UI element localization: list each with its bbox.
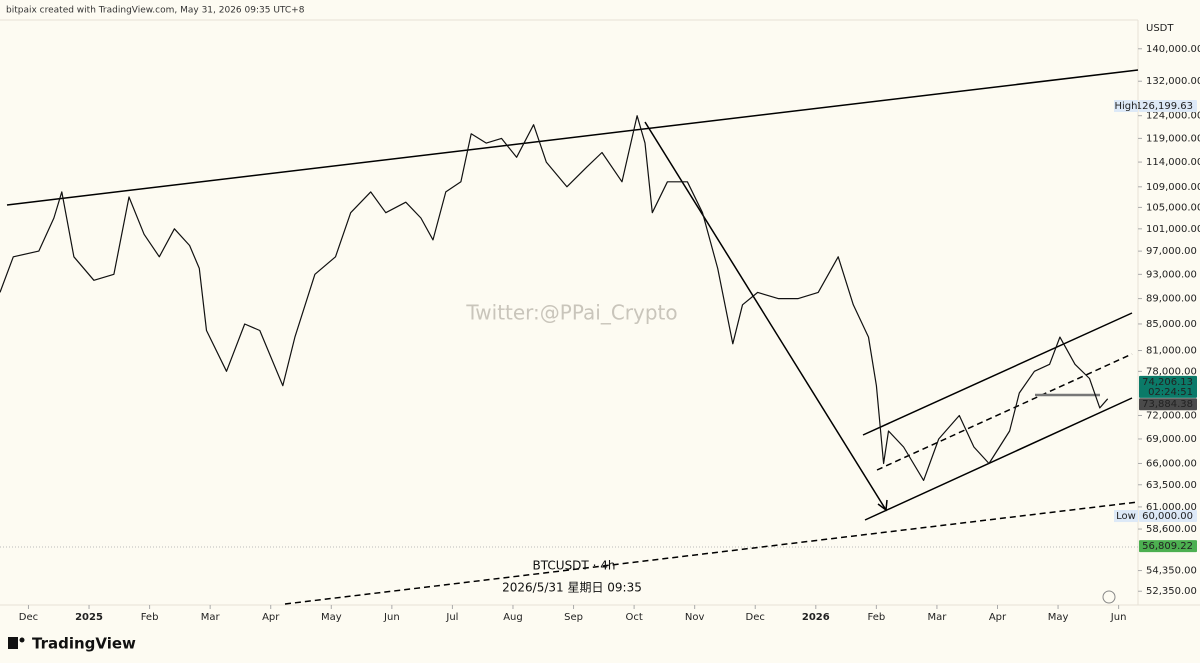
watermark: Twitter:@PPai_Crypto <box>465 301 677 325</box>
y-tick-label: 124,000.00 <box>1146 111 1200 122</box>
logo-icon <box>19 637 25 643</box>
channel-upper <box>862 312 1133 436</box>
x-tick-label: Apr <box>989 612 1007 623</box>
price-tag: Low <box>1116 511 1136 522</box>
x-tick-label: Feb <box>141 612 159 623</box>
y-tick-label: 63,500.00 <box>1146 480 1197 491</box>
price-label: 73,884.38 <box>1142 399 1193 410</box>
y-tick-label: 97,000.00 <box>1146 246 1197 257</box>
price-label-box <box>1139 540 1197 553</box>
x-tick-label: Nov <box>685 612 705 623</box>
x-tick-label: Aug <box>503 612 523 623</box>
x-tick-label: 2026 <box>802 612 830 623</box>
y-tick-label: 119,000.00 <box>1146 133 1200 144</box>
header: bitpaix created with TradingView.com, Ma… <box>6 6 305 16</box>
price-label: 126,199.63 <box>1136 101 1193 112</box>
y-tick-label: 85,000.00 <box>1146 319 1197 330</box>
price-label: 74,206.13 <box>1142 377 1193 388</box>
replay-button[interactable] <box>1102 590 1116 604</box>
price-label-box <box>1139 100 1197 113</box>
y-tick-label: 109,000.00 <box>1146 182 1200 193</box>
x-tick-label: Feb <box>868 612 886 623</box>
y-tick-label: 81,000.00 <box>1146 346 1197 357</box>
y-tick-label: 89,000.00 <box>1146 294 1197 305</box>
y-tick-label: 66,000.00 <box>1146 458 1197 469</box>
y-tick-label: 78,000.00 <box>1146 366 1197 377</box>
x-tick-label: 2025 <box>75 612 103 623</box>
y-tick-label: 114,000.00 <box>1146 157 1200 168</box>
price-tag-box <box>1114 510 1138 523</box>
trendline-dashed <box>284 501 1139 605</box>
price-line <box>0 115 1109 481</box>
price-label-box <box>1139 375 1197 398</box>
logo-text: TradingView <box>32 635 136 653</box>
price-label: 60,000.00 <box>1142 511 1193 522</box>
y-tick-label: 58,600.00 <box>1146 524 1197 535</box>
x-tick-label: Jul <box>445 612 458 623</box>
y-tick-label: 54,350.00 <box>1146 566 1197 577</box>
x-tick-label: Mar <box>201 612 221 623</box>
price-tag-box <box>1114 100 1138 113</box>
x-tick-label: Dec <box>746 612 765 623</box>
currency: USDT <box>1146 23 1174 34</box>
y-tick-label: 61,000.00 <box>1146 502 1197 513</box>
y-tick-label: 105,000.00 <box>1146 202 1200 213</box>
x-tick-label: May <box>321 612 342 623</box>
y-tick-label: 72,000.00 <box>1146 410 1197 421</box>
drawings <box>6 69 1139 605</box>
x-tick-label: Oct <box>625 612 642 623</box>
logo: TradingView <box>8 635 136 653</box>
y-tick-label: 93,000.00 <box>1146 269 1197 280</box>
channel-lower <box>864 397 1133 521</box>
channel-mid <box>876 353 1133 471</box>
time-label: 2026/5/31 星期日 09:35 <box>502 581 642 595</box>
y-tick-label: 52,350.00 <box>1146 586 1197 597</box>
logo-icon <box>8 637 18 649</box>
x-tick-label: Mar <box>927 612 947 623</box>
x-tick-label: Jun <box>1110 612 1127 623</box>
price-label-box <box>1139 510 1197 523</box>
x-tick-label: Sep <box>564 612 583 623</box>
price-tag: High <box>1115 101 1138 112</box>
trendline <box>644 121 887 511</box>
x-tick-label: May <box>1048 612 1069 623</box>
x-tick-label: Dec <box>19 612 38 623</box>
price-label-box <box>1139 398 1197 411</box>
y-tick-label: 140,000.00 <box>1146 44 1200 55</box>
trendline <box>6 69 1139 206</box>
y-tick-label: 101,000.00 <box>1146 224 1200 235</box>
symbol-label: BTCUSDT · 4h <box>533 559 616 573</box>
x-tick-label: Apr <box>262 612 280 623</box>
y-tick-label: 132,000.00 <box>1146 76 1200 87</box>
x-tick-label: Jun <box>383 612 400 623</box>
price-label: 56,809.22 <box>1142 541 1193 552</box>
price-countdown: 02:24:51 <box>1148 387 1193 398</box>
y-tick-label: 69,000.00 <box>1146 434 1197 445</box>
